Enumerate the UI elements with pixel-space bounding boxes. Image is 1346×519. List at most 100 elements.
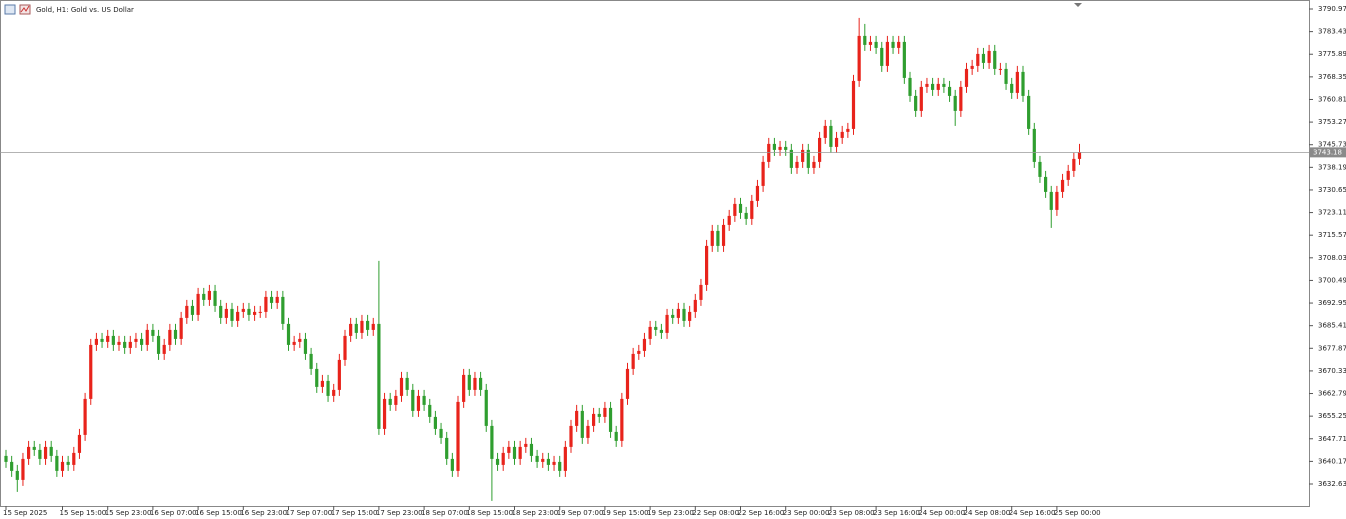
candle-body [450,458,454,471]
candle-body [123,341,127,348]
candle-body [642,338,647,351]
candle-body [778,146,782,150]
candle-body [94,338,98,345]
y-tick-label: 3753.27 [1318,118,1346,126]
candle-body [868,41,873,45]
candle-body [925,83,929,87]
icon [20,5,30,13]
y-tick-label: 3677.87 [1318,344,1346,352]
candle-body [552,461,556,465]
candle-body [207,290,211,300]
x-tick-label: 16 Sep 23:00 [240,509,287,517]
candle-body [716,230,720,246]
candle-body [405,377,409,390]
x-tick-label: 19 Sep 23:00 [647,509,694,517]
candle-body [535,455,539,462]
candle-body [1032,128,1036,162]
candle-body [134,338,138,342]
candle-body [648,326,652,339]
candle-body [1055,191,1059,210]
candle-body [772,143,776,150]
candle-body [43,446,48,459]
candle-body [264,296,268,312]
x-tick-label: 22 Sep 16:00 [738,509,785,517]
candle-body [512,446,517,459]
candle-body [693,299,697,312]
x-tick-label: 24 Sep 16:00 [1009,509,1056,517]
candle-body [659,329,663,333]
candle-body [371,323,375,330]
y-tick-label: 3700.49 [1318,276,1346,284]
candle-body [897,41,901,48]
candle-body [416,395,421,411]
candle-body [586,425,590,438]
candle-body [315,368,319,387]
candle-body [60,461,65,471]
y-tick-label: 3723.11 [1318,209,1346,217]
candle-body [987,50,991,63]
candle-body [891,41,895,48]
candle-body [354,323,358,333]
candle-body [1027,95,1031,129]
candle-body [1066,170,1070,180]
candle-body [1072,158,1076,171]
candle-body [162,344,166,354]
x-tick-label: 19 Sep 07:00 [557,509,604,517]
candle-body [55,455,59,471]
candle-body [10,461,14,471]
candle-body [767,143,771,162]
candle-body [151,329,155,336]
candle-body [15,470,19,480]
candle-body [456,401,460,471]
candle-body [185,305,189,318]
candle-body [411,389,415,411]
candle-body [931,83,935,90]
candle-body [818,137,822,162]
y-tick-label: 3685.41 [1318,322,1346,330]
candle-body [671,314,675,318]
candle-body [942,83,946,87]
y-tick-label: 3775.89 [1318,50,1346,58]
candle-body [840,131,844,138]
candle-body [592,413,596,426]
candle-body [320,380,324,387]
candle-body [936,83,940,90]
candle-body [484,389,488,426]
candle-body [360,320,364,333]
candle-body [89,344,93,399]
price-label: 3743.18 [1313,148,1342,156]
candle-body [631,353,635,369]
x-tick-label: 17 Sep 23:00 [376,509,423,517]
candle-body [597,413,601,417]
y-tick-label: 3708.03 [1318,254,1346,262]
candle-body [755,185,760,201]
candle-body [665,314,669,333]
x-tick-label: 18 Sep 23:00 [512,509,559,517]
candle-body [366,320,370,330]
y-tick-label: 3662.79 [1318,390,1346,398]
candle-body [100,338,104,342]
candle-body [77,434,82,453]
x-tick-label: 15 Sep 2025 [3,509,47,517]
candle-body [806,149,810,168]
x-tick-label: 25 Sep 00:00 [1054,509,1101,517]
candle-body [479,377,483,390]
candle-body [1021,71,1025,96]
candle-body [292,341,296,345]
candle-body [1060,179,1065,192]
x-tick-label: 17 Sep 07:00 [286,509,333,517]
candle-body [332,389,336,396]
candle-body [66,461,70,465]
candle-body [224,308,228,318]
candle-body [433,416,437,429]
candle-body [908,77,912,96]
candle-body [654,326,658,330]
candle-body [546,458,550,465]
candle-body [168,329,172,345]
candle-body [857,35,861,81]
candle-body [1038,161,1042,177]
candle-body [145,329,149,345]
y-tick-label: 3760.81 [1318,95,1346,103]
candle-body [1004,68,1008,84]
